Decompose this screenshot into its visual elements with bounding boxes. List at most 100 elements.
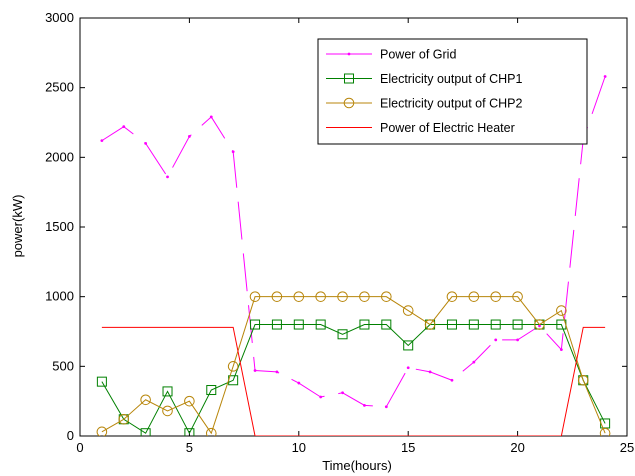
data-point [209,115,213,119]
x-axis-label: Time(hours) [322,458,392,473]
data-point [293,291,305,302]
data-point [599,427,611,436]
legend-box [317,38,588,145]
legend-item: Power of Grid [326,48,456,62]
data-point [403,340,414,351]
data-point [603,75,607,78]
data-point [538,324,541,328]
data-point [297,381,301,385]
data-point [534,319,545,330]
y-tick-label: 1000 [45,289,74,304]
data-point [253,369,257,372]
data-point [271,319,282,330]
data-point [205,427,217,436]
data-point [512,291,523,302]
y-axis-label: power(kW) [10,195,25,258]
y-tick-label: 0 [67,428,74,443]
series-line [101,296,606,435]
y-tick-label: 1500 [45,219,74,234]
series-4 [101,326,606,436]
x-tick-label: 15 [401,440,415,455]
data-point [490,291,502,302]
data-point [250,319,261,330]
data-point [96,376,107,387]
data-point [577,374,589,386]
legend-item: Electricity output of CHP2 [326,97,522,111]
data-point [446,291,458,302]
data-point [140,428,151,436]
data-point [512,319,523,330]
data-point [118,413,130,425]
legend-marker [344,73,354,84]
legend-label: Electricity output of CHP1 [380,72,522,86]
y-tick-label: 2500 [45,80,74,95]
data-point [188,135,191,138]
axes: 0 5 10 15 20 25 0 500 1000 1500 2000 2500 3000 [45,10,634,455]
data-point [184,395,195,407]
data-point [384,405,388,409]
series-group [96,75,611,436]
data-point [162,386,173,397]
data-point [162,405,173,417]
series-line [101,76,606,408]
y-tick-label: 2000 [45,149,74,164]
data-point [122,125,126,129]
data-point [231,150,235,154]
data-point [319,395,323,399]
x-tick-label: 5 [186,440,193,455]
data-point [450,378,454,382]
data-point [315,291,326,302]
data-point [359,319,370,330]
data-point [468,319,479,330]
data-point [516,338,519,342]
legend: Power of Grid Electricity output of CHP1 E… [317,38,588,145]
data-point [341,391,344,395]
data-point [363,403,366,407]
data-point [227,361,239,372]
legend-item: Electricity output of CHP1 [326,72,522,86]
data-point [359,291,370,302]
data-point [424,319,436,330]
data-point [96,426,108,436]
data-point [494,338,498,342]
data-point [293,319,304,330]
data-point [206,385,217,396]
data-point [381,319,392,330]
data-point [381,291,392,302]
series-3 [96,291,611,436]
data-point [559,348,563,352]
data-point [140,394,151,406]
legend-label: Power of Electric Heater [380,121,515,135]
data-point [468,291,480,302]
data-point [337,329,348,340]
data-point [490,319,501,330]
data-point [446,319,457,330]
data-point [100,139,104,143]
data-point [315,319,326,330]
legend-label: Power of Grid [380,48,456,62]
series-line [101,324,606,435]
legend-marker [347,52,351,56]
data-point [184,428,195,436]
data-point [406,366,410,370]
data-point [144,142,148,145]
data-point [275,370,279,374]
legend-marker [343,97,355,109]
data-point [271,291,283,302]
data-point [166,175,169,179]
y-tick-label: 500 [52,358,74,373]
x-tick-label: 10 [292,440,306,455]
legend-label: Electricity output of CHP2 [380,97,522,111]
x-tick-label: 20 [510,440,524,455]
legend-item: Power of Electric Heater [326,121,515,135]
data-point [402,305,414,316]
x-tick-label: 0 [76,440,83,455]
series-line [101,326,606,436]
x-tick-label: 25 [620,440,634,455]
data-point [249,291,261,302]
series-1 [100,75,607,409]
data-point [556,305,567,316]
data-point [337,291,348,302]
data-point [472,360,476,364]
